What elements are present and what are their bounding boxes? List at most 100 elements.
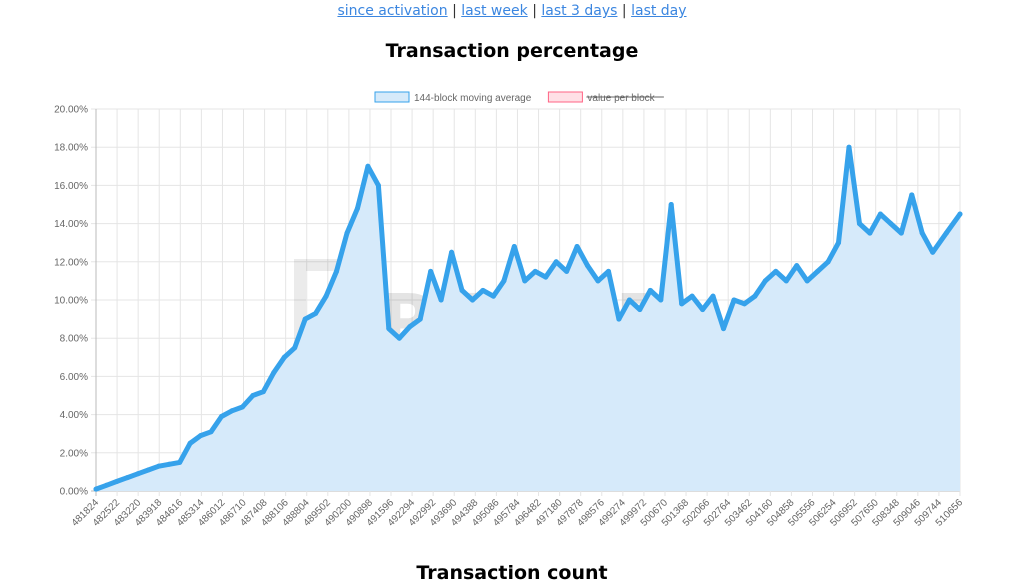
data-point	[710, 293, 716, 299]
data-point	[365, 163, 371, 169]
data-point	[867, 230, 873, 236]
y-tick-label: 10.00%	[54, 296, 88, 307]
data-point	[856, 221, 862, 227]
data-point	[407, 324, 413, 330]
data-point	[794, 263, 800, 269]
data-point	[156, 463, 162, 469]
data-point	[522, 278, 528, 284]
y-tick-label: 4.00%	[60, 410, 88, 421]
data-point	[543, 274, 549, 280]
chart-title: Transaction percentage	[385, 40, 639, 62]
y-tick-label: 18.00%	[54, 143, 88, 154]
data-point	[957, 211, 963, 217]
data-point	[386, 326, 392, 332]
data-point	[93, 486, 99, 492]
data-point	[490, 293, 496, 299]
data-point	[553, 259, 559, 265]
data-point	[668, 202, 674, 207]
series-area	[96, 147, 960, 491]
data-point	[313, 310, 319, 316]
data-point	[888, 221, 894, 227]
legend-label: value per block	[587, 93, 655, 104]
data-point	[375, 182, 381, 188]
data-point	[846, 144, 852, 150]
data-point	[334, 268, 340, 274]
nav-separator: |	[532, 3, 537, 19]
y-tick-label: 14.00%	[54, 219, 88, 230]
data-point	[114, 478, 120, 484]
data-point	[511, 244, 517, 250]
data-point	[689, 293, 695, 299]
data-point	[470, 297, 476, 303]
data-point	[877, 211, 883, 217]
data-point	[626, 297, 632, 303]
data-point	[721, 326, 727, 332]
data-point	[647, 287, 653, 293]
nav-link-last-3-days[interactable]: last 3 days	[541, 3, 618, 19]
nav-link-last-day[interactable]: last day	[631, 3, 687, 19]
data-point	[595, 278, 601, 284]
data-point	[585, 263, 591, 269]
data-point	[229, 408, 235, 414]
data-point	[783, 278, 789, 284]
data-point	[825, 259, 831, 265]
data-point	[166, 461, 172, 467]
data-point	[836, 240, 842, 246]
data-point	[658, 297, 664, 303]
data-point	[574, 244, 580, 250]
data-point	[302, 316, 308, 322]
next-section-title: Transaction count	[416, 562, 608, 584]
data-point	[187, 440, 193, 446]
data-point	[239, 404, 245, 410]
data-point	[428, 268, 434, 274]
data-point	[438, 297, 444, 303]
nav-separator: |	[452, 3, 457, 19]
legend-swatch	[547, 91, 583, 103]
y-tick-label: 6.00%	[60, 372, 88, 383]
data-point	[323, 293, 329, 299]
nav-link-last-week[interactable]: last week	[461, 3, 528, 19]
legend-label: 144-block moving average	[414, 93, 532, 104]
data-point	[898, 230, 904, 236]
data-point	[449, 249, 455, 255]
data-point	[731, 297, 737, 303]
data-point	[250, 393, 256, 398]
data-point	[501, 278, 507, 284]
data-point	[752, 293, 758, 299]
data-point	[616, 316, 622, 322]
data-point	[354, 205, 360, 211]
data-point	[679, 301, 685, 307]
y-tick-label: 12.00%	[54, 257, 88, 268]
data-point	[919, 230, 925, 236]
nav-link-since-activation[interactable]: since activation	[337, 3, 448, 19]
data-point	[773, 268, 779, 274]
legend-swatch	[374, 91, 410, 103]
y-tick-label: 0.00%	[60, 487, 88, 498]
data-point	[700, 307, 706, 313]
data-point	[417, 316, 423, 322]
data-point	[177, 459, 183, 465]
data-point	[815, 268, 821, 274]
data-point	[605, 268, 611, 274]
data-point	[741, 301, 747, 307]
data-point	[145, 467, 151, 473]
data-point	[292, 345, 298, 351]
nav-separator: |	[621, 3, 627, 19]
y-tick-label: 16.00%	[54, 181, 88, 192]
data-point	[198, 433, 204, 439]
data-point	[804, 278, 810, 284]
data-point	[480, 287, 486, 293]
data-point	[909, 192, 915, 198]
data-point	[271, 370, 277, 376]
data-point	[135, 471, 141, 477]
data-point	[124, 475, 130, 481]
data-point	[103, 482, 109, 488]
y-tick-label: 20.00%	[54, 105, 88, 116]
data-point	[532, 268, 538, 274]
y-tick-label: 2.00%	[60, 448, 88, 459]
data-point	[930, 249, 936, 255]
data-point	[459, 287, 465, 293]
y-tick-label: 8.00%	[60, 334, 88, 345]
data-point	[396, 335, 402, 341]
